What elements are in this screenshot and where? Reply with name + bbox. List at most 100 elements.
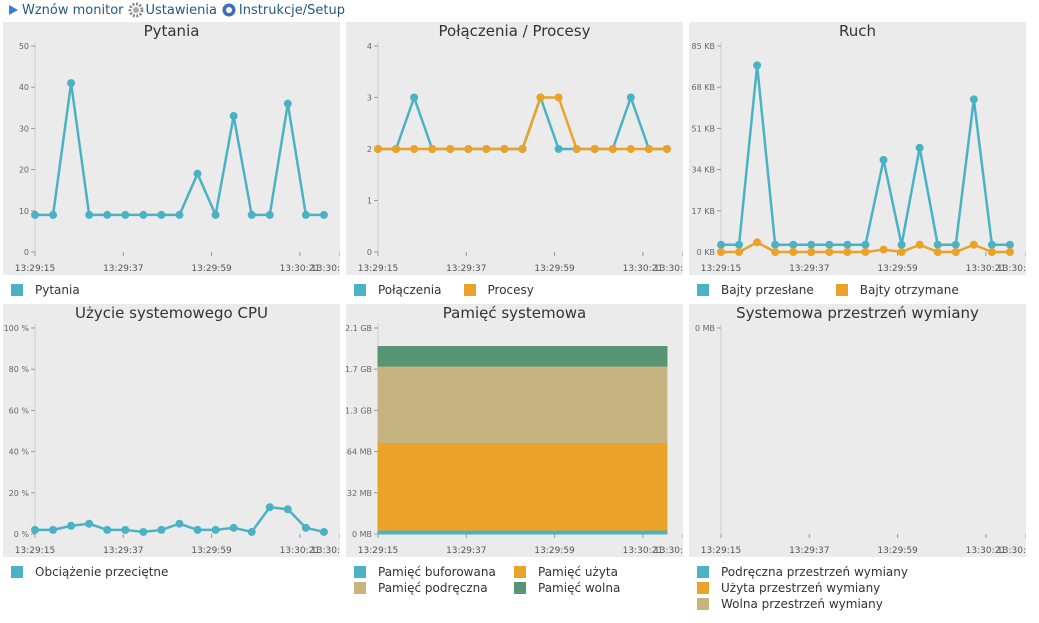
- legend-label: Bajty przesłane: [721, 283, 814, 297]
- legend-label: Obciążenie przeciętne: [35, 565, 169, 579]
- point: [861, 240, 870, 249]
- point: [518, 145, 527, 153]
- area: [377, 346, 668, 367]
- settings-link[interactable]: Ustawienia: [145, 2, 217, 18]
- resume-link[interactable]: Wznów monitor: [22, 2, 124, 18]
- legend: Pamięć buforowana Pamięć użyta Pamięć podr…: [346, 564, 683, 596]
- x-tick-label: 13:29:59: [191, 264, 232, 274]
- point: [735, 248, 744, 256]
- chart-panel: Systemowa przestrzeń wymiany 0 MB 13:29:15…: [689, 304, 1026, 557]
- legend-item: Pamięć wolna: [506, 580, 666, 596]
- legend-item: Połączenia: [346, 282, 442, 298]
- legend-swatch: [354, 566, 366, 578]
- point: [211, 210, 220, 219]
- point: [301, 210, 310, 219]
- chart-title: Systemowa przestrzeń wymiany: [736, 304, 979, 322]
- legend-swatch: [697, 582, 709, 594]
- point: [229, 523, 238, 532]
- chart-panel: Ruch 0 KB 17 KB 34 KB 51 KB 68 KB 85 KB 13:29:1…: [689, 22, 1026, 275]
- legend-label: Pamięć wolna: [538, 581, 621, 595]
- point: [229, 112, 238, 121]
- legend-swatch: [697, 566, 709, 578]
- legend-swatch: [514, 566, 526, 578]
- point: [1005, 240, 1014, 249]
- x-tick-label: 13:29:15: [701, 546, 741, 556]
- point: [825, 248, 834, 256]
- legend-label: Użyta przestrzeń wymiany: [721, 581, 881, 595]
- point: [626, 145, 635, 153]
- x-tick-label: 13:29:37: [789, 264, 829, 274]
- point: [717, 240, 725, 249]
- y-tick-label: 1.7 GB: [346, 365, 372, 374]
- legend-swatch: [463, 284, 476, 296]
- x-tick-label: 13:29:59: [191, 546, 232, 556]
- point: [482, 145, 491, 153]
- point: [753, 61, 762, 70]
- point: [969, 95, 978, 104]
- y-tick-label: 0 KB: [697, 248, 715, 257]
- point: [374, 145, 382, 153]
- legend-label: Pamięć użyta: [538, 565, 618, 579]
- point: [987, 240, 996, 249]
- point: [825, 240, 834, 249]
- x-tick-label: 13:29:15: [358, 546, 398, 556]
- point: [49, 525, 58, 534]
- point: [861, 248, 870, 256]
- y-tick-label: 20: [19, 166, 29, 175]
- x-tick-label: 13:30:: [654, 264, 683, 274]
- line: [721, 64, 1010, 246]
- toolbar: Wznów monitor Ustawienia Instrukcje/Setu…: [6, 2, 347, 18]
- y-tick-label: 0 MB: [352, 530, 372, 539]
- point: [572, 145, 581, 153]
- point: [283, 505, 292, 514]
- point: [247, 527, 256, 536]
- y-tick-label: 0: [367, 248, 372, 257]
- y-tick-label: 0: [24, 248, 29, 257]
- point: [933, 240, 942, 249]
- x-tick-label: 13:30:: [654, 546, 683, 556]
- chart-title: Pytania: [144, 22, 200, 40]
- point: [915, 143, 924, 152]
- point: [67, 79, 76, 88]
- legend-item: Pamięć podręczna: [346, 580, 506, 596]
- point: [410, 145, 419, 153]
- point: [771, 248, 780, 256]
- y-tick-label: 864 MB: [346, 448, 372, 457]
- point: [410, 93, 419, 102]
- point: [879, 245, 888, 254]
- chart-title: Ruch: [839, 22, 876, 40]
- y-tick-label: 20 %: [9, 489, 30, 498]
- y-tick-label: 30: [19, 124, 29, 133]
- y-tick-label: 432 MB: [346, 489, 372, 498]
- y-tick-label: 68 KB: [692, 83, 715, 92]
- legend-item: Użyta przestrzeń wymiany: [689, 580, 1026, 596]
- x-tick-label: 13:30:21: [966, 546, 1006, 556]
- y-tick-label: 40: [19, 83, 29, 92]
- point: [644, 145, 653, 153]
- point: [735, 240, 744, 249]
- point: [211, 525, 220, 534]
- x-tick-label: 13:30:: [997, 264, 1026, 274]
- chart-title: Użycie systemowego CPU: [75, 304, 268, 322]
- point: [608, 145, 617, 153]
- point: [807, 240, 816, 249]
- point: [175, 519, 184, 528]
- point: [319, 527, 328, 536]
- y-tick-label: 2.1 GB: [346, 324, 372, 333]
- legend-swatch: [11, 566, 23, 578]
- legend-label: Pytania: [35, 283, 80, 297]
- x-tick-label: 13:29:59: [534, 546, 575, 556]
- legend-swatch: [514, 582, 526, 594]
- point: [789, 240, 798, 249]
- legend-label: Wolna przestrzeń wymiany: [721, 597, 883, 611]
- point: [554, 93, 563, 102]
- point: [319, 210, 328, 219]
- legend: Podręczna przestrzeń wymiany Użyta przest…: [689, 564, 1026, 612]
- help-link[interactable]: Instrukcje/Setup: [238, 2, 345, 18]
- point: [175, 210, 184, 219]
- line: [35, 81, 324, 217]
- point: [85, 210, 94, 219]
- x-tick-label: 13:30:21: [280, 546, 320, 556]
- point: [1005, 248, 1014, 256]
